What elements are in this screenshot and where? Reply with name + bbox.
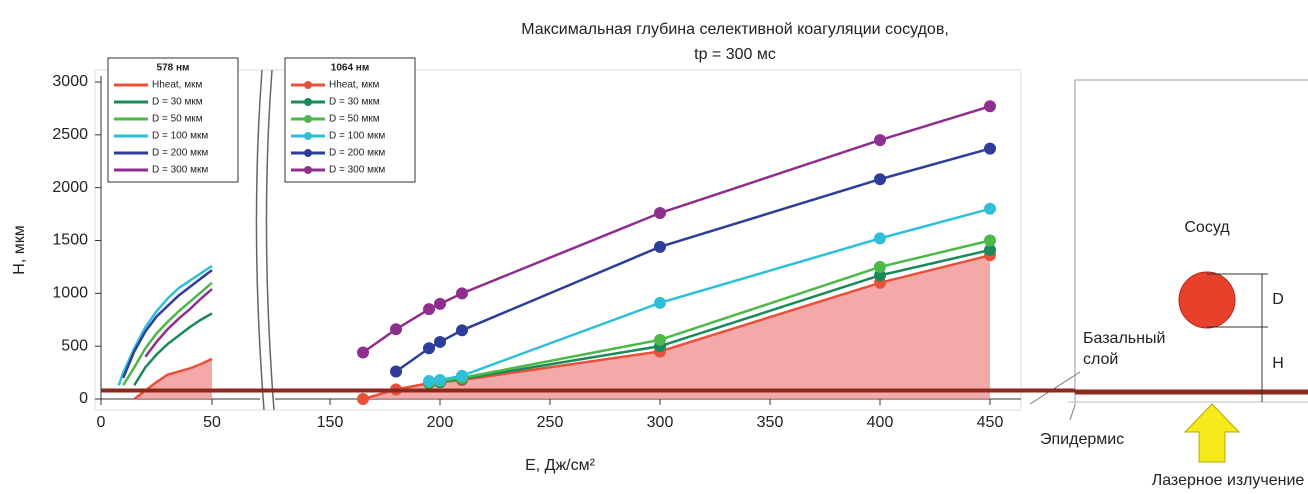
data-point bbox=[984, 235, 996, 247]
legend-label: D = 100 мкм bbox=[329, 131, 385, 142]
data-point bbox=[654, 297, 666, 309]
data-point bbox=[423, 303, 435, 315]
leader-line bbox=[1030, 372, 1080, 404]
x-tick-label: 0 bbox=[97, 414, 106, 431]
x-axis-label: E, Дж/см² bbox=[525, 457, 596, 474]
data-point bbox=[874, 173, 886, 185]
vessel bbox=[1179, 272, 1235, 328]
legend-label: D = 300 мкм bbox=[329, 165, 385, 176]
y-tick-label: 500 bbox=[61, 337, 88, 354]
x-tick-label: 200 bbox=[427, 414, 454, 431]
y-tick-label: 2500 bbox=[52, 126, 88, 143]
basal-label: Базальный bbox=[1083, 330, 1165, 347]
h-label: H bbox=[1272, 355, 1284, 372]
legend-marker bbox=[304, 132, 312, 140]
y-tick-label: 1500 bbox=[52, 232, 88, 249]
legend-marker bbox=[304, 149, 312, 157]
x-tick-label: 250 bbox=[537, 414, 564, 431]
data-point bbox=[654, 334, 666, 346]
legend-label: D = 50 мкм bbox=[152, 114, 203, 125]
y-tick-label: 2000 bbox=[52, 179, 88, 196]
laser-label: Лазерное излучение bbox=[1152, 472, 1305, 489]
legend-label: D = 30 мкм bbox=[329, 97, 380, 108]
legend: 578 нм Hheat, мкм D = 30 мкм D = 50 мкм D = … bbox=[108, 58, 238, 182]
y-axis-label: Н, мкм bbox=[11, 225, 28, 274]
legend-marker bbox=[304, 115, 312, 123]
leader-line bbox=[1070, 405, 1075, 420]
break-mark bbox=[266, 70, 274, 410]
legend-label: D = 200 мкм bbox=[329, 148, 385, 159]
data-point bbox=[390, 366, 402, 378]
data-point bbox=[874, 232, 886, 244]
data-point bbox=[434, 298, 446, 310]
epidermis-label: Эпидермис bbox=[1040, 431, 1124, 448]
d-label: D bbox=[1272, 291, 1284, 308]
chart-title: Максимальная глубина селективной коагуля… bbox=[521, 21, 949, 38]
y-tick-label: 0 bbox=[79, 390, 88, 407]
data-point bbox=[874, 261, 886, 273]
x-tick-label: 300 bbox=[647, 414, 674, 431]
data-point bbox=[984, 203, 996, 215]
x-tick-label: 450 bbox=[977, 414, 1004, 431]
laser-arrow bbox=[1185, 404, 1239, 462]
data-point bbox=[456, 287, 468, 299]
data-point bbox=[357, 347, 369, 359]
legend-marker bbox=[304, 81, 312, 89]
axis-break bbox=[256, 70, 274, 410]
data-point bbox=[456, 324, 468, 336]
legend-label: D = 50 мкм bbox=[329, 114, 380, 125]
legend-label: Hheat, мкм bbox=[329, 80, 379, 91]
data-point bbox=[434, 336, 446, 348]
chart: Максимальная глубина селективной коагуля… bbox=[0, 0, 1308, 494]
data-point bbox=[357, 393, 369, 405]
basal-label: слой bbox=[1083, 351, 1118, 368]
legend-title: 578 нм bbox=[157, 63, 190, 74]
data-point bbox=[984, 100, 996, 112]
chart-subtitle: tp = 300 мс bbox=[694, 46, 776, 63]
data-point bbox=[654, 207, 666, 219]
data-point bbox=[423, 342, 435, 354]
legend-marker bbox=[304, 166, 312, 174]
legend: 1064 нм Hheat, мкм D = 30 мкм D = 50 мкм D =… bbox=[285, 58, 415, 182]
x-tick-label: 50 bbox=[203, 414, 221, 431]
series-line bbox=[145, 289, 212, 357]
legend-label: D = 300 мкм bbox=[152, 165, 208, 176]
data-point bbox=[423, 375, 435, 387]
x-tick-label: 150 bbox=[317, 414, 344, 431]
legend-label: D = 200 мкм bbox=[152, 148, 208, 159]
legend-label: Hheat, мкм bbox=[152, 80, 202, 91]
data-point bbox=[984, 143, 996, 155]
y-tick-label: 1000 bbox=[52, 285, 88, 302]
data-point bbox=[434, 374, 446, 386]
data-point bbox=[456, 370, 468, 382]
schema: Сосуд D H Базальный слой Эпидермис Лазер… bbox=[1030, 80, 1308, 489]
vessel-label: Сосуд bbox=[1184, 219, 1230, 236]
x-tick-label: 400 bbox=[867, 414, 894, 431]
y-tick-label: 3000 bbox=[52, 73, 88, 90]
legend-marker bbox=[304, 98, 312, 106]
data-point bbox=[654, 241, 666, 253]
legend-label: D = 100 мкм bbox=[152, 131, 208, 142]
legend-label: D = 30 мкм bbox=[152, 97, 203, 108]
legend-title: 1064 нм bbox=[331, 63, 369, 74]
data-point bbox=[390, 323, 402, 335]
x-tick-label: 350 bbox=[757, 414, 784, 431]
break-mark bbox=[256, 70, 264, 410]
data-point bbox=[874, 134, 886, 146]
